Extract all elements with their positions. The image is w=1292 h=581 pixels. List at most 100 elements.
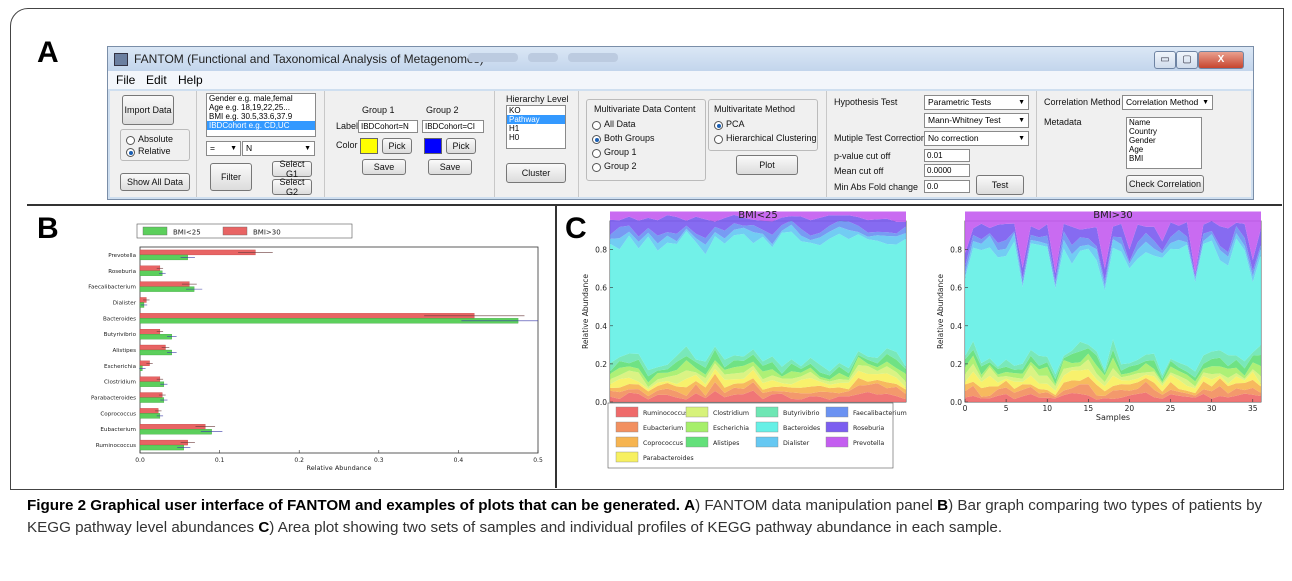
list-item[interactable]: Country	[1129, 127, 1158, 136]
import-data-button[interactable]: Import Data	[122, 95, 174, 125]
area-coprococcus	[610, 373, 906, 397]
group2-radio[interactable]	[592, 163, 601, 172]
category-label: Butyrivibrio	[104, 332, 137, 338]
group1-save-button[interactable]: Save	[362, 159, 406, 175]
maximize-button[interactable]: ▢	[1176, 51, 1198, 69]
y-tick-label: 0.4	[950, 322, 962, 331]
relative-radio[interactable]	[126, 148, 135, 157]
menu-edit[interactable]: Edit	[146, 73, 167, 87]
absolute-radio[interactable]	[126, 136, 135, 145]
group2-pick-button[interactable]: Pick	[446, 138, 476, 154]
plot-button[interactable]: Plot	[736, 155, 798, 175]
list-item[interactable]: Gender e.g. male,femal	[209, 94, 293, 103]
menu-file[interactable]: File	[116, 73, 136, 87]
chart-title: BMI<25	[738, 210, 778, 221]
list-item[interactable]: Name	[1129, 118, 1151, 127]
legend-label: Eubacterium	[643, 425, 683, 432]
correction-select[interactable]: No correction ▼	[924, 131, 1029, 146]
operator-value: =	[210, 143, 215, 153]
hierarchy-list[interactable]: KO Pathway H1 H0	[506, 105, 566, 149]
legend-swatch	[755, 406, 779, 418]
panel-label-c: C	[565, 212, 587, 245]
category-label: Roseburia	[108, 269, 136, 275]
group1-radio[interactable]	[592, 149, 601, 158]
chevron-down-icon: ▼	[230, 145, 237, 152]
select-g2-button[interactable]: Select G2	[272, 177, 312, 197]
area-dialister	[965, 233, 1261, 291]
separator	[324, 91, 325, 197]
area-roseburia	[610, 214, 906, 239]
correlation-method-label: Correlation Method	[1044, 97, 1121, 107]
cluster-button[interactable]: Cluster	[506, 163, 566, 183]
list-item[interactable]: Age	[1129, 145, 1144, 154]
filter-value: N	[246, 143, 253, 153]
menu-help[interactable]: Help	[178, 73, 203, 87]
check-correlation-button[interactable]: Check Correlation	[1126, 175, 1204, 193]
minimize-button[interactable]: ▭	[1154, 51, 1176, 69]
legend-label: Prevotella	[853, 440, 884, 447]
area-alistipes	[610, 349, 906, 383]
correlation-metadata-list[interactable]: Name Country Gender Age BMI	[1126, 117, 1202, 169]
filter-value-select[interactable]: N ▼	[242, 141, 315, 156]
test-button[interactable]: Test	[976, 175, 1024, 195]
list-item[interactable]: BMI e.g. 30.5,33.6,37.9	[209, 112, 293, 121]
statistical-test-select[interactable]: Mann-Whitney Test ▼	[924, 113, 1029, 128]
list-item-selected[interactable]: Pathway	[507, 115, 565, 124]
both-groups-radio[interactable]	[592, 135, 601, 144]
x-tick-label: 20	[1125, 404, 1135, 413]
operator-select[interactable]: = ▼	[206, 141, 241, 156]
category-label: Parabacteroides	[91, 396, 136, 402]
group2-save-button[interactable]: Save	[428, 159, 472, 175]
group1-label-input[interactable]: IBDCohort=N	[358, 120, 418, 133]
separator	[826, 91, 827, 197]
group2-label-input[interactable]: IBDCohort=CI	[422, 120, 484, 133]
all-data-radio[interactable]	[592, 121, 601, 130]
y-tick-label: 0.8	[950, 246, 962, 255]
legend-label: Parabacteroides	[643, 455, 694, 462]
hierarchical-clustering-radio[interactable]	[714, 135, 723, 144]
y-tick-label: 0.2	[595, 360, 607, 369]
list-item-selected[interactable]: IBDCohort e.g. CD,UC	[207, 121, 315, 130]
pca-radio[interactable]	[714, 121, 723, 130]
correction-value: No correction	[928, 133, 979, 143]
correction-label: Mutiple Test Correction	[834, 133, 926, 143]
list-item[interactable]: H0	[509, 133, 520, 142]
close-button[interactable]: X	[1198, 51, 1244, 69]
content-title: Multivariate Data Content	[594, 104, 696, 114]
list-item[interactable]: BMI	[1129, 154, 1144, 163]
select-g1-button[interactable]: Select G1	[272, 159, 312, 179]
fold-change-input[interactable]: 0.0	[924, 180, 970, 193]
category-label: Clostridium	[104, 380, 136, 386]
group1-pick-button[interactable]: Pick	[382, 138, 412, 154]
category-label: Escherichia	[104, 364, 136, 370]
caption-part-c: ) Area plot showing two sets of samples …	[269, 519, 1003, 536]
caption-letter-b: B	[937, 497, 949, 514]
absolute-label: Absolute	[138, 134, 174, 144]
list-item[interactable]: Age e.g. 18,19,22,25...	[209, 103, 290, 112]
legend-label: Faecalibacterium	[853, 410, 907, 417]
area-parabacteroides	[610, 368, 906, 392]
group2-heading: Group 2	[426, 105, 459, 115]
correlation-method-select[interactable]: Correlation Method ▼	[1122, 95, 1213, 110]
show-all-data-button[interactable]: Show All Data	[120, 173, 190, 191]
mean-cutoff-input[interactable]: 0.0000	[924, 164, 970, 177]
list-item[interactable]: H1	[509, 124, 520, 133]
list-item[interactable]: Gender	[1129, 136, 1156, 145]
legend-swatch	[685, 436, 709, 448]
pvalue-input[interactable]: 0.01	[924, 149, 970, 162]
legend-swatch	[685, 406, 709, 418]
legend-label: BMI<25	[173, 229, 201, 237]
hypothesis-test-select[interactable]: Parametric Tests ▼	[924, 95, 1029, 110]
list-item[interactable]: KO	[509, 106, 521, 115]
category-label: Bacteroides	[103, 316, 136, 322]
x-tick-label: 10	[1042, 404, 1052, 413]
hierarchy-title: Hierarchy Level	[506, 94, 569, 104]
label-caption: Label	[336, 121, 359, 131]
filter-button[interactable]: Filter	[210, 163, 252, 191]
blurred-text	[568, 53, 618, 62]
category-label: Prevotella	[108, 253, 136, 259]
panel-divider	[27, 204, 1282, 206]
y-tick-label: 0.2	[950, 360, 962, 369]
metadata-filter-list[interactable]: Gender e.g. male,femal Age e.g. 18,19,22…	[206, 93, 316, 137]
panel-divider	[555, 205, 557, 488]
